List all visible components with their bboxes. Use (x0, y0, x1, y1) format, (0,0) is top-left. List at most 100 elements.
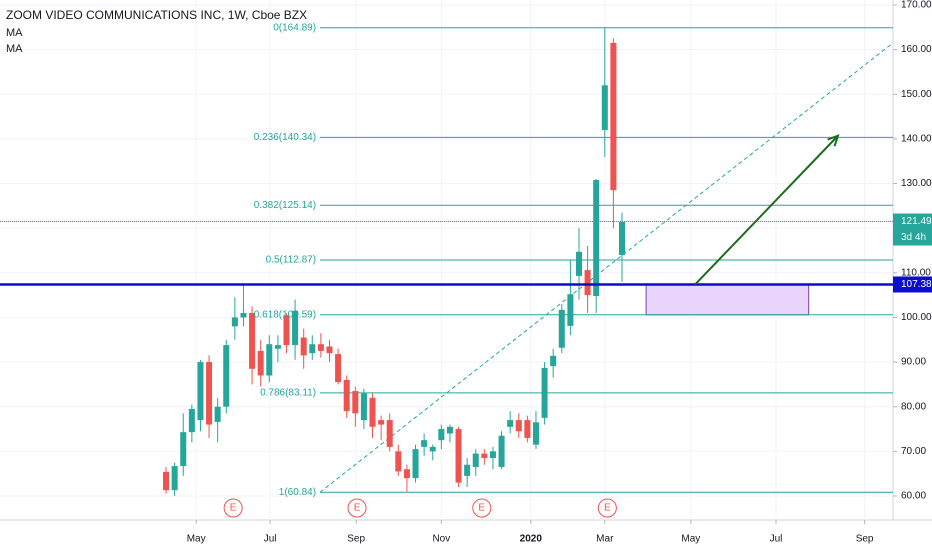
candle-body (550, 355, 557, 367)
level-label-box (893, 276, 932, 293)
candle-body (378, 420, 385, 425)
fib-label: 0.618(100.59) (254, 309, 316, 320)
candle-body (249, 312, 256, 369)
candle-body (558, 309, 565, 348)
candle-body (584, 270, 591, 296)
level-label: 107.38 (901, 279, 932, 290)
candle-body (360, 393, 367, 421)
candle-body (274, 345, 281, 349)
earnings-marker (597, 498, 617, 518)
y-tick-label: 140.00 (901, 134, 932, 145)
candle-body (507, 420, 514, 427)
candle-body (283, 315, 290, 346)
candle-body (188, 408, 195, 433)
x-tick-label: Jul (770, 534, 783, 545)
fib-label: 0(164.89) (273, 22, 316, 33)
candle-body (610, 42, 617, 191)
price-label: 121.49 (901, 216, 932, 227)
candle-body (412, 449, 419, 479)
earnings-marker (347, 498, 367, 518)
candle-body (171, 466, 178, 491)
zone (645, 283, 810, 316)
candle-body (317, 344, 324, 351)
candle-body (300, 337, 307, 356)
candle-body (369, 397, 376, 427)
earnings-label: E (354, 503, 361, 514)
candle-body (618, 221, 626, 255)
fib-label: 0.5(112.87) (266, 255, 316, 266)
candle-body (532, 422, 539, 445)
candle-body (223, 345, 230, 407)
y-tick-label: 160.00 (901, 44, 932, 55)
arrow (694, 135, 839, 286)
candle-body (429, 446, 436, 452)
candle-body (343, 379, 350, 412)
earnings-marker (472, 498, 492, 518)
candle-body (257, 350, 264, 376)
candle-body (240, 312, 247, 318)
earnings-label: E (478, 503, 485, 514)
candle-body (498, 435, 505, 467)
y-tick-label: 110.00 (901, 267, 931, 278)
x-tick-label: 2020 (520, 534, 543, 545)
y-tick-label: 130.00 (901, 178, 932, 189)
fib-label: 0.236(140.34) (254, 132, 316, 143)
candle-body (163, 471, 170, 491)
candle-body (386, 420, 393, 447)
candle-body (309, 344, 316, 354)
indicator-label: MA (6, 43, 23, 55)
countdown-label: 3d 4h (901, 232, 926, 243)
earnings-marker (223, 498, 243, 518)
candle-body (489, 451, 496, 459)
candle-body (524, 420, 531, 438)
countdown-box (893, 229, 932, 246)
candle-body (515, 420, 522, 432)
x-tick-label: May (187, 534, 206, 545)
candle-body (593, 179, 600, 297)
candle-body (455, 429, 462, 483)
candle-body (601, 85, 608, 130)
candle-body (541, 367, 548, 418)
candles (163, 27, 626, 496)
candle-body (567, 294, 574, 326)
indicator-label: MA (6, 27, 23, 39)
earnings-label: E (604, 503, 611, 514)
trend-line (319, 42, 894, 493)
candle-body (266, 344, 273, 376)
y-tick-label: 70.00 (901, 446, 926, 457)
x-tick-label: Sep (347, 534, 365, 545)
candle-body (197, 362, 204, 421)
candle-body (403, 469, 410, 479)
candle-body (481, 453, 488, 459)
candle-body (292, 310, 299, 346)
candle-body (352, 391, 359, 414)
candle-body (464, 464, 471, 476)
x-tick-label: Sep (856, 534, 874, 545)
y-tick-label: 100.00 (901, 312, 932, 323)
axes: 60.0070.0080.0090.00100.00110.00120.0013… (187, 0, 932, 545)
fib-label: 0.786(83.11) (260, 387, 316, 398)
y-tick-label: 170.00 (901, 0, 932, 11)
candle-body (472, 453, 479, 467)
candle-body (180, 432, 187, 467)
earnings-label: E (230, 503, 237, 514)
candle-body (438, 429, 445, 441)
candle-body (206, 362, 213, 425)
chart-title: ZOOM VIDEO COMMUNICATIONS INC, 1W, Cboe … (6, 8, 307, 22)
arrow-head (827, 134, 840, 147)
x-tick-label: May (681, 534, 700, 545)
candle-body (335, 354, 342, 383)
candle-body (395, 451, 402, 472)
candle-body (214, 406, 221, 422)
x-tick-label: Nov (432, 534, 450, 545)
y-tick-label: 90.00 (901, 357, 926, 368)
y-tick-label: 150.00 (901, 89, 932, 100)
candle-body (446, 426, 453, 434)
candle-body (421, 440, 428, 447)
candle-body (231, 317, 238, 327)
fib-label: 1(60.84) (279, 487, 316, 498)
drawings (0, 27, 894, 493)
